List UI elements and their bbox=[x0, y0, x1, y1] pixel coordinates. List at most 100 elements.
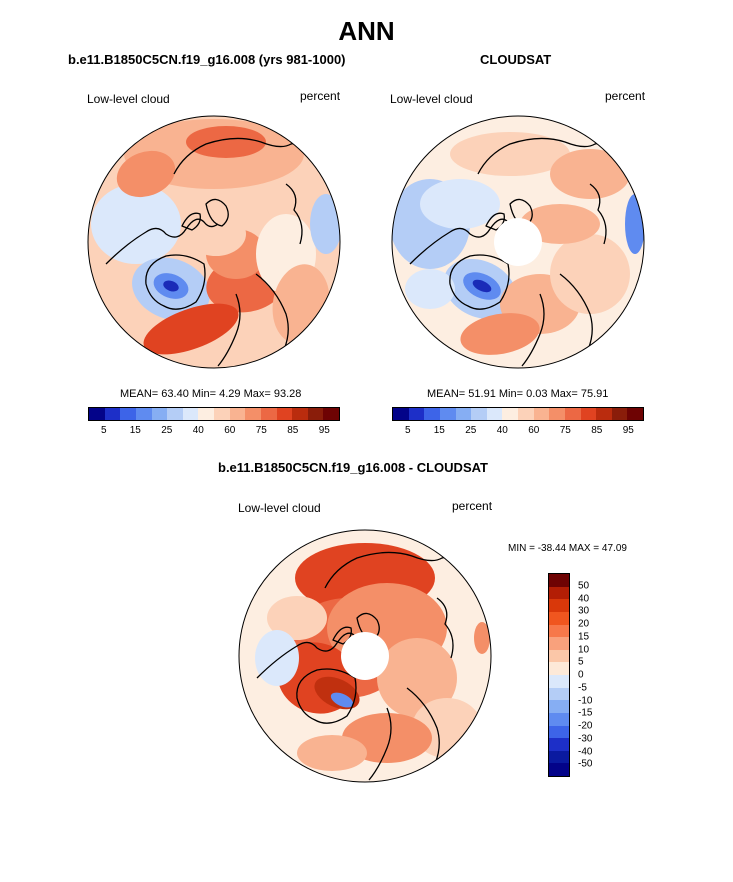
colorbar-tick-label: -50 bbox=[578, 758, 593, 770]
colorbar-swatch bbox=[104, 408, 121, 420]
map-boundary bbox=[391, 115, 645, 369]
colorbar-swatch bbox=[549, 599, 569, 612]
coastline bbox=[559, 273, 593, 355]
colorbar-swatch bbox=[229, 408, 246, 420]
panel3-units-label: percent bbox=[452, 499, 493, 513]
colorbar-swatch bbox=[424, 408, 440, 420]
panel3-colorbar bbox=[548, 573, 570, 777]
colorbar-tick-label: -40 bbox=[578, 746, 593, 757]
coastline bbox=[255, 273, 289, 355]
panel2-polar-map bbox=[391, 115, 645, 369]
colorbar-swatch bbox=[549, 700, 569, 713]
coastline bbox=[368, 707, 392, 781]
panel1-min-label: Min= bbox=[191, 388, 217, 400]
colorbar-swatch bbox=[611, 408, 628, 420]
colorbar-swatch bbox=[167, 408, 183, 420]
colorbar-swatch bbox=[549, 611, 569, 625]
field-region bbox=[472, 279, 492, 293]
colorbar-tick-label: -20 bbox=[578, 720, 593, 732]
colorbar-tick-label: 95 bbox=[622, 425, 634, 436]
field-region bbox=[550, 149, 630, 199]
coastline bbox=[436, 597, 454, 659]
colorbar-swatch bbox=[502, 408, 518, 420]
colorbar-tick-label: 95 bbox=[318, 425, 330, 436]
colorbar-tick-label: 60 bbox=[528, 425, 540, 436]
field-region bbox=[450, 132, 570, 176]
colorbar-tick-label: 15 bbox=[129, 425, 141, 436]
panel3-variable-label: Low-level cloud bbox=[238, 501, 321, 515]
field-region bbox=[310, 194, 340, 254]
colorbar-tick-label: 25 bbox=[465, 425, 477, 436]
colorbar-swatch bbox=[549, 408, 565, 420]
colorbar-swatch bbox=[627, 408, 643, 420]
panel1-mean-value: 63.40 bbox=[161, 388, 189, 400]
panel2-max-value: 75.91 bbox=[580, 388, 609, 400]
colorbar-swatch bbox=[292, 408, 308, 420]
coastline bbox=[296, 668, 357, 724]
panel2-stats: MEAN= 51.91 Min= 0.03 Max= 75.91 bbox=[427, 388, 608, 400]
panel2-mean-value: 51.91 bbox=[468, 388, 496, 400]
field-region bbox=[297, 735, 367, 771]
colorbar-swatch bbox=[564, 408, 581, 420]
colorbar-swatch bbox=[549, 586, 569, 600]
colorbar-tick-label: -5 bbox=[578, 682, 587, 694]
colorbar-swatch bbox=[549, 725, 569, 739]
field-region bbox=[186, 212, 246, 256]
coastline bbox=[205, 198, 229, 227]
colorbar-swatch bbox=[276, 408, 293, 420]
panel1-max-label: Max= bbox=[243, 388, 271, 400]
coastline bbox=[285, 183, 303, 245]
colorbar-swatch bbox=[439, 408, 456, 420]
coastline bbox=[181, 212, 201, 231]
colorbar-swatch bbox=[471, 408, 487, 420]
colorbar-swatch bbox=[151, 408, 168, 420]
field-region bbox=[267, 596, 327, 640]
map-boundary bbox=[238, 529, 492, 783]
coastline bbox=[145, 254, 206, 310]
field-region bbox=[474, 622, 490, 654]
colorbar-swatch bbox=[245, 408, 261, 420]
coastline bbox=[449, 254, 510, 310]
field-region bbox=[143, 303, 239, 355]
coastline bbox=[589, 183, 607, 245]
colorbar-swatch bbox=[549, 712, 569, 726]
panel1-stats: MEAN= 63.40 Min= 4.29 Max= 93.28 bbox=[120, 388, 301, 400]
colorbar-tick-label: 15 bbox=[578, 631, 590, 643]
colorbar-tick-label: 75 bbox=[255, 425, 267, 436]
colorbar-tick-label: 25 bbox=[161, 425, 173, 436]
panel2-units-label: percent bbox=[605, 89, 646, 103]
polar-data-gap bbox=[341, 632, 389, 680]
panel1-min-value: 4.29 bbox=[219, 388, 241, 400]
colorbar-tick-label: 10 bbox=[578, 644, 590, 655]
panel2-min-value: 0.03 bbox=[526, 388, 548, 400]
colorbar-swatch bbox=[135, 408, 152, 420]
colorbar-tick-label: 50 bbox=[578, 580, 590, 592]
polar-data-gap bbox=[494, 218, 542, 266]
colorbar-swatch bbox=[89, 408, 105, 420]
colorbar-swatch bbox=[182, 408, 199, 420]
field-region bbox=[255, 630, 299, 686]
colorbar-tick-label: 40 bbox=[578, 593, 590, 604]
colorbar-swatch bbox=[549, 738, 569, 751]
colorbar-tick-label: 0 bbox=[578, 669, 584, 681]
panel3-title: b.e11.B1850C5CN.f19_g16.008 - CLOUDSAT bbox=[218, 460, 488, 475]
field-region bbox=[460, 313, 540, 355]
panel1-polar-map bbox=[87, 115, 341, 369]
field-region bbox=[625, 194, 644, 254]
colorbar-swatch bbox=[549, 675, 569, 688]
colorbar-tick-label: 20 bbox=[578, 618, 590, 630]
field-region bbox=[377, 638, 457, 718]
colorbar-tick-label: -10 bbox=[578, 695, 593, 706]
colorbar-swatch bbox=[393, 408, 409, 420]
panel3-polar-map bbox=[238, 529, 492, 783]
panel1-units-label: percent bbox=[300, 89, 341, 103]
field-region bbox=[550, 234, 630, 314]
colorbar-swatch bbox=[549, 750, 569, 764]
colorbar-tick-label: 5 bbox=[100, 425, 107, 436]
coastline bbox=[217, 293, 241, 367]
map-boundary bbox=[87, 115, 341, 369]
colorbar-tick-label: 60 bbox=[224, 425, 236, 436]
colorbar-tick-label: 5 bbox=[404, 425, 411, 436]
field-region bbox=[420, 179, 500, 229]
colorbar-swatch bbox=[307, 408, 324, 420]
